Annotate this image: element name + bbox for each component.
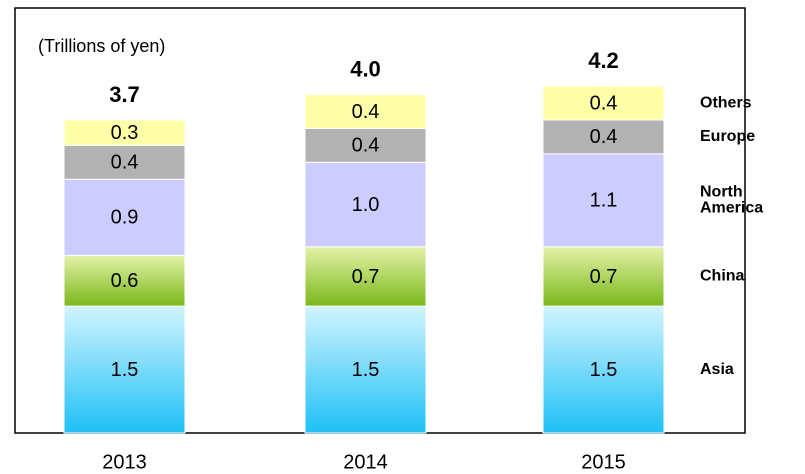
bar-segment (542, 246, 665, 307)
legend-label: Asia (700, 361, 734, 378)
bar-segment (542, 119, 665, 155)
bar-segment (304, 94, 427, 129)
x-tick-label: 2015 (581, 451, 626, 473)
segment-label: 0.3 (111, 122, 139, 144)
bar-segment (63, 119, 186, 146)
bar-segment (304, 305, 427, 434)
legend-label: North America (700, 184, 763, 217)
segment-label: 0.7 (352, 266, 380, 288)
total-label: 4.2 (588, 48, 619, 73)
bar-segment (304, 127, 427, 163)
segment-label: 1.0 (352, 194, 380, 216)
bar-segment (542, 305, 665, 434)
segment-label: 0.9 (111, 207, 139, 229)
legend-label: Europe (700, 128, 755, 145)
total-label: 3.7 (109, 82, 140, 107)
segment-label: 0.4 (352, 135, 380, 157)
x-tick-label: 2013 (102, 451, 147, 473)
legend-label: Others (700, 94, 752, 111)
bar-segment (304, 246, 427, 307)
subtitle: (Trillions of yen) (38, 36, 165, 56)
segment-label: 0.6 (111, 270, 139, 292)
segment-label: 0.4 (352, 101, 380, 123)
segment-label: 1.5 (590, 359, 618, 381)
segment-label: 0.7 (590, 266, 618, 288)
legend-label: China (700, 268, 745, 285)
bar-segment (542, 153, 665, 248)
x-tick-label: 2014 (343, 451, 388, 473)
bar-segment (304, 161, 427, 248)
total-label: 4.0 (350, 56, 381, 81)
bar-segment (63, 254, 186, 307)
segment-label: 0.4 (111, 152, 139, 174)
segment-label: 0.4 (590, 126, 618, 148)
bar-segment (63, 144, 186, 180)
segment-label: 1.5 (111, 359, 139, 381)
bar-segment (542, 85, 665, 121)
segment-label: 1.1 (590, 190, 618, 212)
segment-label: 0.4 (590, 92, 618, 114)
segment-label: 1.5 (352, 359, 380, 381)
